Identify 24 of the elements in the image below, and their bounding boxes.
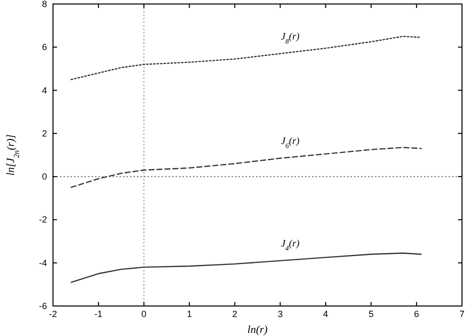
series-label: J$_{6}$(r) bbox=[280, 136, 300, 150]
x-tick-label: 0 bbox=[141, 309, 146, 319]
x-tick-label: 6 bbox=[414, 309, 420, 319]
y-tick-label: 4 bbox=[42, 85, 47, 96]
x-tick-label: 7 bbox=[459, 309, 465, 319]
y-tick-label: -6 bbox=[38, 301, 47, 311]
series-label: J$_{4}$(r) bbox=[280, 238, 300, 253]
x-tick-label: 1 bbox=[186, 309, 192, 319]
x-tick-label: 2 bbox=[232, 309, 238, 319]
y-tick-label: 6 bbox=[42, 42, 47, 52]
series-label: J$_{8}$(r) bbox=[280, 32, 300, 46]
x-axis-title: ln(r) bbox=[247, 324, 268, 336]
x-tick-label: 3 bbox=[278, 309, 283, 319]
y-tick-label: -4 bbox=[38, 258, 47, 268]
y-tick-label: 2 bbox=[42, 128, 47, 138]
y-tick-label: 0 bbox=[42, 172, 47, 182]
y-tick-label: -2 bbox=[38, 214, 47, 225]
x-tick-label: 4 bbox=[323, 309, 328, 319]
line-series bbox=[70, 146, 422, 188]
x-tick-label: -1 bbox=[94, 309, 102, 319]
y-tick-label: 8 bbox=[42, 0, 47, 9]
x-tick-label: -2 bbox=[48, 309, 58, 319]
line-series bbox=[70, 252, 422, 283]
x-tick-label: 5 bbox=[368, 309, 374, 319]
